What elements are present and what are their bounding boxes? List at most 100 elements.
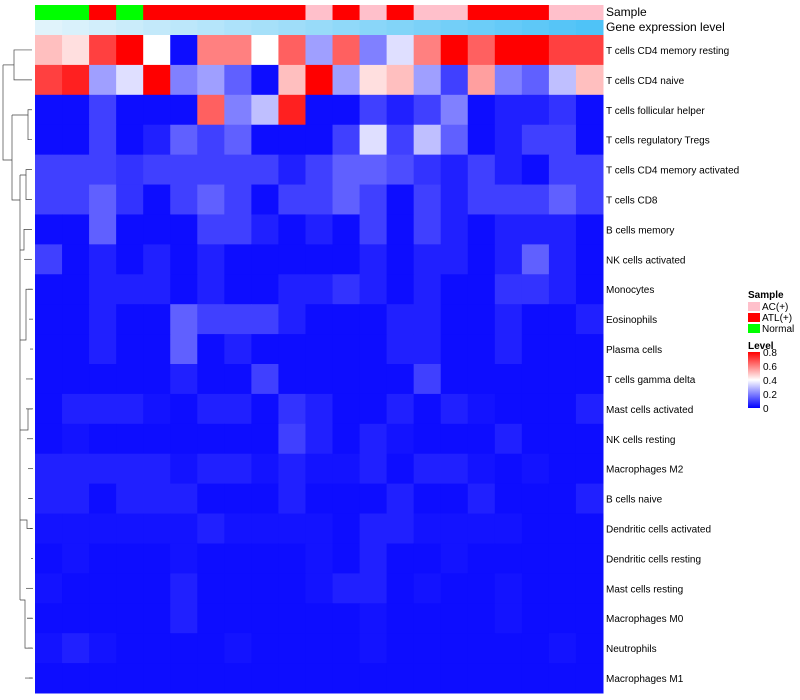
heatmap-cell xyxy=(332,573,361,604)
heatmap-cells xyxy=(35,35,604,694)
gene-expression-annotation-cell xyxy=(89,20,117,35)
heatmap-cell xyxy=(413,35,442,66)
heatmap-cell xyxy=(386,633,415,664)
gene-expression-annotation-label: Gene expression level xyxy=(606,20,725,34)
heatmap-cell xyxy=(359,274,388,305)
heatmap-cell xyxy=(62,184,90,215)
heatmap-cell xyxy=(170,364,198,395)
heatmap-cell xyxy=(467,393,496,425)
heatmap-cell xyxy=(359,94,388,126)
heatmap-cell xyxy=(62,94,90,126)
heatmap-cell xyxy=(143,663,171,694)
heatmap-cell xyxy=(170,184,198,215)
heatmap-cell xyxy=(251,483,279,515)
heatmap-cell xyxy=(278,35,306,66)
heatmap-cell xyxy=(116,274,144,305)
sample-annotation-cell xyxy=(89,5,117,20)
heatmap-cell xyxy=(332,94,361,126)
heatmap-cell xyxy=(440,214,469,245)
heatmap-cell xyxy=(386,94,415,126)
gene-expression-annotation-cell xyxy=(548,20,577,35)
heatmap-cell xyxy=(467,423,496,455)
heatmap-cell xyxy=(224,274,252,305)
heatmap-cell xyxy=(440,334,469,365)
heatmap-cell xyxy=(305,633,334,664)
heatmap-cell xyxy=(170,483,198,515)
heatmap-cell xyxy=(548,94,577,126)
heatmap-cell xyxy=(143,35,171,66)
heatmap-cell xyxy=(278,364,306,395)
heatmap-cell xyxy=(575,603,604,634)
heatmap-cell xyxy=(116,364,144,395)
heatmap-cell xyxy=(224,64,252,96)
heatmap-cell xyxy=(386,393,415,425)
heatmap-cell xyxy=(143,453,171,485)
heatmap-cell xyxy=(197,214,225,245)
gene-expression-annotation-cell xyxy=(521,20,550,35)
heatmap-cell xyxy=(494,603,523,634)
heatmap-cell xyxy=(440,274,469,305)
heatmap-cell xyxy=(494,543,523,574)
heatmap-cell xyxy=(332,154,361,186)
heatmap-cell xyxy=(278,483,306,515)
heatmap-cell xyxy=(278,244,306,275)
heatmap-cell xyxy=(332,483,361,515)
heatmap-cell xyxy=(575,543,604,574)
heatmap-cell xyxy=(143,184,171,215)
heatmap-cell xyxy=(170,513,198,544)
sample-legend-label: Normal xyxy=(762,324,794,335)
dendrogram-branch xyxy=(27,115,32,141)
sample-annotation-row xyxy=(35,5,604,20)
heatmap-cell xyxy=(332,633,361,664)
heatmap-cell xyxy=(413,304,442,335)
heatmap-cell xyxy=(116,543,144,574)
heatmap-cell xyxy=(143,304,171,335)
heatmap-cell xyxy=(35,64,63,96)
heatmap-cell xyxy=(467,64,496,96)
heatmap-cell xyxy=(224,633,252,664)
heatmap-cell xyxy=(197,244,225,275)
heatmap-cell xyxy=(170,573,198,604)
heatmap-cell xyxy=(35,513,63,544)
gene-expression-annotation-cell xyxy=(35,20,63,35)
heatmap-cell xyxy=(413,334,442,365)
heatmap-cell xyxy=(548,633,577,664)
heatmap-cell xyxy=(89,274,117,305)
heatmap-cell xyxy=(467,543,496,574)
heatmap-cell xyxy=(467,154,496,186)
heatmap-cell xyxy=(494,274,523,305)
heatmap-cell xyxy=(413,513,442,544)
heatmap-cell xyxy=(548,64,577,96)
heatmap-cell xyxy=(278,663,306,694)
sample-annotation-cell xyxy=(170,5,198,20)
heatmap-cell xyxy=(251,663,279,694)
heatmap-cell xyxy=(494,94,523,126)
heatmap-cell xyxy=(143,274,171,305)
heatmap-cell xyxy=(197,364,225,395)
gene-expression-annotation-cell xyxy=(359,20,388,35)
heatmap-cell xyxy=(332,184,361,215)
heatmap-cell xyxy=(359,513,388,544)
row-label: B cells memory xyxy=(606,225,674,236)
heatmap-cell xyxy=(332,304,361,335)
heatmap-cell xyxy=(494,663,523,694)
heatmap-cell xyxy=(413,393,442,425)
heatmap-cell xyxy=(170,543,198,574)
heatmap-cell xyxy=(224,304,252,335)
gene-expression-annotation-cell xyxy=(575,20,604,35)
heatmap-cell xyxy=(116,184,144,215)
heatmap-cell xyxy=(116,64,144,96)
heatmap-cell xyxy=(359,393,388,425)
sample-legend: Sample AC(+)ATL(+)Normal xyxy=(748,290,794,335)
heatmap-cell xyxy=(278,633,306,664)
heatmap-cell xyxy=(305,663,334,694)
gene-expression-annotation-cell xyxy=(494,20,523,35)
heatmap-cell xyxy=(575,453,604,485)
heatmap-cell xyxy=(62,35,90,66)
heatmap-cell xyxy=(170,124,198,156)
heatmap-cell xyxy=(305,483,334,515)
heatmap-cell xyxy=(359,633,388,664)
heatmap-cell xyxy=(359,453,388,485)
heatmap-cell xyxy=(116,124,144,156)
heatmap-cell xyxy=(575,364,604,395)
